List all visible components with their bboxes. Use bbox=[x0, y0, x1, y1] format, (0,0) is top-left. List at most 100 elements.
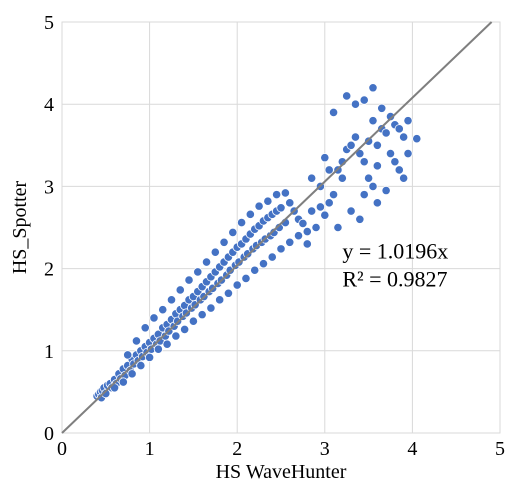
data-point bbox=[198, 310, 206, 318]
x-axis-label: HS WaveHunter bbox=[216, 461, 347, 483]
data-point bbox=[386, 149, 394, 157]
data-point bbox=[128, 370, 136, 378]
data-point bbox=[338, 174, 346, 182]
y-axis-label: HS_Spotter bbox=[9, 180, 31, 274]
data-point bbox=[316, 203, 324, 211]
y-tick-label: 4 bbox=[44, 94, 54, 116]
data-point bbox=[404, 116, 412, 124]
data-point bbox=[272, 190, 280, 198]
data-point bbox=[360, 190, 368, 198]
data-point bbox=[224, 289, 232, 297]
x-tick-label: 0 bbox=[57, 438, 67, 460]
data-point bbox=[413, 135, 421, 143]
data-point bbox=[172, 332, 180, 340]
data-point bbox=[294, 232, 302, 240]
data-point bbox=[321, 211, 329, 219]
data-point bbox=[180, 325, 188, 333]
data-point bbox=[399, 133, 407, 141]
data-point bbox=[404, 149, 412, 157]
data-point bbox=[154, 345, 162, 353]
data-point bbox=[325, 166, 333, 174]
data-point bbox=[303, 227, 311, 235]
data-point bbox=[185, 276, 193, 284]
data-point bbox=[167, 296, 175, 304]
data-point bbox=[207, 304, 215, 312]
data-point bbox=[325, 199, 333, 207]
data-point bbox=[220, 238, 228, 246]
y-tick-labels: 0 1 2 3 4 5 bbox=[44, 12, 54, 445]
data-point bbox=[360, 96, 368, 104]
data-point bbox=[141, 324, 149, 332]
data-point bbox=[382, 129, 390, 137]
data-point bbox=[150, 314, 158, 322]
data-point bbox=[189, 317, 197, 325]
data-point bbox=[163, 340, 171, 348]
data-point bbox=[215, 296, 223, 304]
data-point bbox=[307, 207, 315, 215]
x-tick-label: 5 bbox=[495, 438, 505, 460]
data-point bbox=[364, 174, 372, 182]
data-point bbox=[373, 199, 381, 207]
data-point bbox=[229, 228, 237, 236]
trendline-r-squared: R² = 0.9827 bbox=[342, 267, 447, 292]
y-tick-label: 1 bbox=[44, 341, 54, 363]
data-point bbox=[145, 353, 153, 361]
data-point bbox=[194, 268, 202, 276]
data-point bbox=[329, 190, 337, 198]
trendline bbox=[62, 22, 492, 433]
data-point bbox=[356, 215, 364, 223]
data-point bbox=[373, 162, 381, 170]
trendline-equation: y = 1.0196x bbox=[342, 239, 448, 264]
data-point bbox=[378, 104, 386, 112]
data-point bbox=[299, 219, 307, 227]
data-point bbox=[382, 186, 390, 194]
data-point bbox=[242, 274, 250, 282]
y-tick-label: 5 bbox=[44, 12, 54, 34]
data-point bbox=[369, 182, 377, 190]
data-point bbox=[286, 238, 294, 246]
data-point bbox=[124, 351, 132, 359]
data-point bbox=[246, 210, 254, 218]
data-point bbox=[360, 158, 368, 166]
data-point bbox=[132, 337, 140, 345]
data-point bbox=[351, 100, 359, 108]
data-point bbox=[399, 174, 407, 182]
data-point bbox=[321, 153, 329, 161]
data-point bbox=[202, 258, 210, 266]
data-point bbox=[264, 197, 272, 205]
x-tick-labels: 0 1 2 3 4 5 bbox=[57, 438, 505, 460]
data-point bbox=[351, 133, 359, 141]
data-point bbox=[303, 240, 311, 248]
data-point bbox=[334, 223, 342, 231]
data-point bbox=[347, 141, 355, 149]
data-point bbox=[395, 125, 403, 133]
data-point bbox=[268, 253, 276, 261]
data-point bbox=[176, 286, 184, 294]
data-point bbox=[395, 166, 403, 174]
data-point bbox=[251, 266, 259, 274]
data-point bbox=[347, 207, 355, 215]
data-point bbox=[277, 204, 285, 212]
data-point bbox=[329, 108, 337, 116]
data-point bbox=[307, 174, 315, 182]
x-tick-label: 3 bbox=[320, 438, 330, 460]
data-point bbox=[237, 218, 245, 226]
data-point bbox=[255, 202, 263, 210]
data-point bbox=[286, 199, 294, 207]
data-point bbox=[369, 84, 377, 92]
data-point bbox=[369, 116, 377, 124]
data-point bbox=[373, 141, 381, 149]
data-point bbox=[281, 189, 289, 197]
data-point bbox=[211, 248, 219, 256]
x-tick-label: 2 bbox=[232, 438, 242, 460]
x-tick-label: 4 bbox=[407, 438, 417, 460]
data-point bbox=[233, 281, 241, 289]
y-tick-label: 2 bbox=[44, 259, 54, 281]
data-point bbox=[119, 378, 127, 386]
data-point bbox=[391, 158, 399, 166]
data-point bbox=[343, 92, 351, 100]
data-point bbox=[312, 223, 320, 231]
y-tick-label: 3 bbox=[44, 176, 54, 198]
data-point bbox=[259, 259, 267, 267]
